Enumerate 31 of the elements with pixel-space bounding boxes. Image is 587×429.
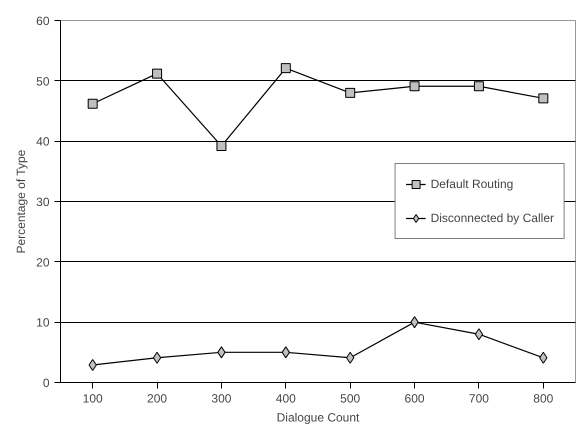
point bbox=[280, 63, 291, 74]
y-tick-label: 40 bbox=[36, 134, 50, 149]
point bbox=[410, 81, 420, 92]
point bbox=[152, 68, 162, 79]
point bbox=[88, 98, 98, 109]
x-tick-label: 700 bbox=[468, 392, 490, 406]
x-tick-label: 600 bbox=[404, 392, 425, 406]
point bbox=[216, 140, 226, 151]
legend-label: Disconnected by Caller bbox=[430, 211, 554, 225]
x-tick-label: 400 bbox=[276, 392, 296, 406]
y-axis-title: Percentage of Type bbox=[14, 149, 28, 254]
point bbox=[474, 328, 484, 340]
y-tick-label: 50 bbox=[36, 74, 50, 88]
x-tick-label: 500 bbox=[340, 392, 361, 406]
point bbox=[474, 81, 484, 92]
point bbox=[345, 88, 356, 98]
x-axis-title: Dialogue Count bbox=[276, 410, 360, 424]
x-tick-label: 100 bbox=[82, 392, 104, 406]
x-tick-label: 300 bbox=[211, 392, 232, 406]
point bbox=[538, 93, 548, 104]
y-tick-label: 20 bbox=[36, 255, 50, 270]
y-tick-label: 60 bbox=[36, 14, 50, 28]
x-tick-label: 800 bbox=[533, 392, 554, 406]
point bbox=[410, 316, 419, 328]
y-tick-label: 0 bbox=[42, 376, 50, 390]
x-tick-label: 200 bbox=[147, 392, 168, 406]
y-tick-label: 10 bbox=[36, 316, 50, 330]
point bbox=[217, 346, 226, 358]
y-tick-label: 30 bbox=[36, 195, 50, 209]
point bbox=[152, 352, 162, 364]
legend-label: Default Routing bbox=[430, 177, 514, 191]
